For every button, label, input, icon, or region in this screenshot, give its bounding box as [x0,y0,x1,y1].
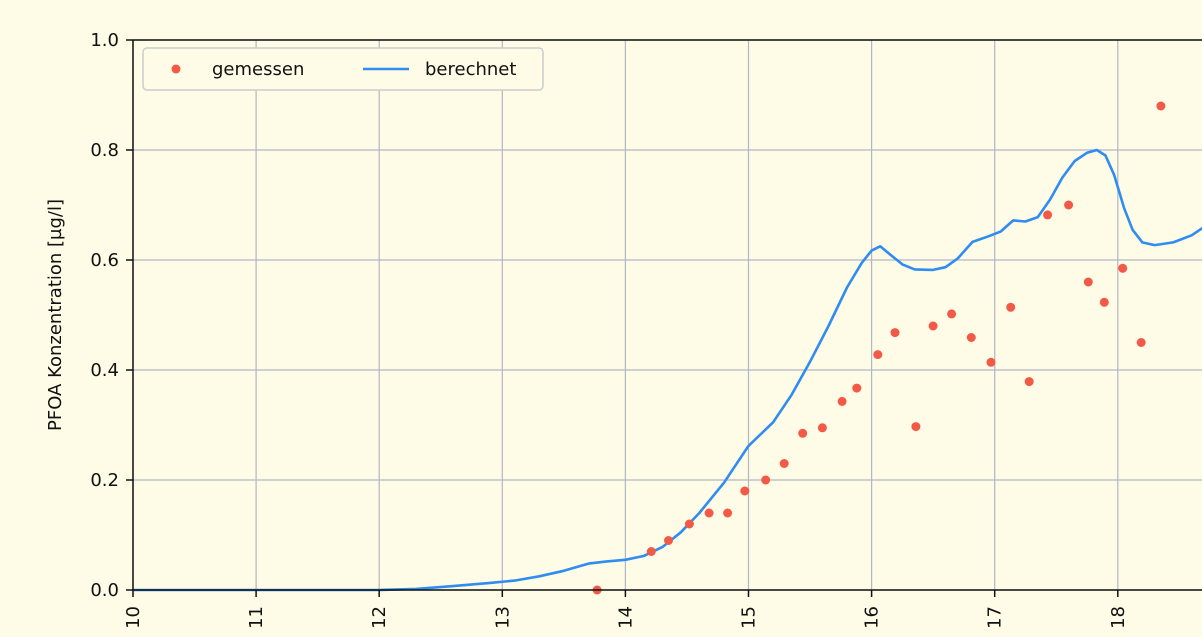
data-point-gemessen [817,423,827,433]
data-point-gemessen [1156,101,1166,111]
x-tick-label: 18 [1108,606,1129,629]
legend-box [142,47,544,91]
data-point-gemessen [986,357,996,367]
y-tick-label: 0.8 [90,140,119,161]
data-point-gemessen [779,459,789,468]
data-point-gemessen [646,547,656,556]
data-point-gemessen [947,309,957,319]
y-tick-label: 0.6 [90,250,119,271]
legend-label-berechnet: berechnet [425,59,516,80]
legend-label-gemessen: gemessen [212,59,304,80]
axes [132,39,1202,591]
data-point-gemessen [928,321,938,331]
x-tick-label: 10 [123,606,144,629]
x-tick-label: 13 [492,606,513,629]
data-point-gemessen [723,508,733,518]
y-tick-label: 1.0 [90,30,119,51]
series-line-berechnet [133,148,1202,592]
data-point-gemessen [740,486,750,496]
data-point-gemessen [1118,263,1128,273]
x-tick-label: 12 [369,606,390,629]
x-tick-label: 15 [739,606,760,629]
data-point-gemessen [873,350,883,360]
data-point-gemessen [1064,200,1074,210]
legend-marker-gemessen [171,64,181,74]
data-point-gemessen [911,422,921,432]
x-tick-label: 11 [246,606,267,629]
x-tick-label: 16 [862,606,883,629]
data-point-gemessen [1136,338,1146,347]
data-point-gemessen [966,333,976,342]
data-point-gemessen [761,475,771,485]
data-point-gemessen [798,428,808,438]
data-point-gemessen [1083,277,1093,287]
y-tick-label: 0.0 [90,580,119,601]
data-point-gemessen [1006,302,1016,312]
data-point-gemessen [664,536,673,545]
data-point-gemessen [890,328,900,338]
legend: gemessen berechnet [142,47,544,91]
y-tick-label: 0.4 [90,360,119,381]
data-point-gemessen [852,383,862,393]
data-point-gemessen [704,508,714,518]
x-tick-label: 14 [615,606,636,629]
data-point-gemessen [1043,210,1053,220]
y-tick-label: 0.2 [90,470,119,491]
data-point-gemessen [837,396,847,406]
data-point-gemessen [1099,297,1109,307]
series-layer [133,101,1202,595]
data-point-gemessen [1024,377,1034,387]
x-tick-label: 17 [985,606,1006,629]
y-axis-label: PFOA Konzentration [µg/l] [45,199,66,431]
ticks: 0.0 0.2 0.4 0.6 0.8 1.0 10 11 12 13 14 15 16 17 18 [90,30,1128,629]
data-point-gemessen [684,519,694,529]
